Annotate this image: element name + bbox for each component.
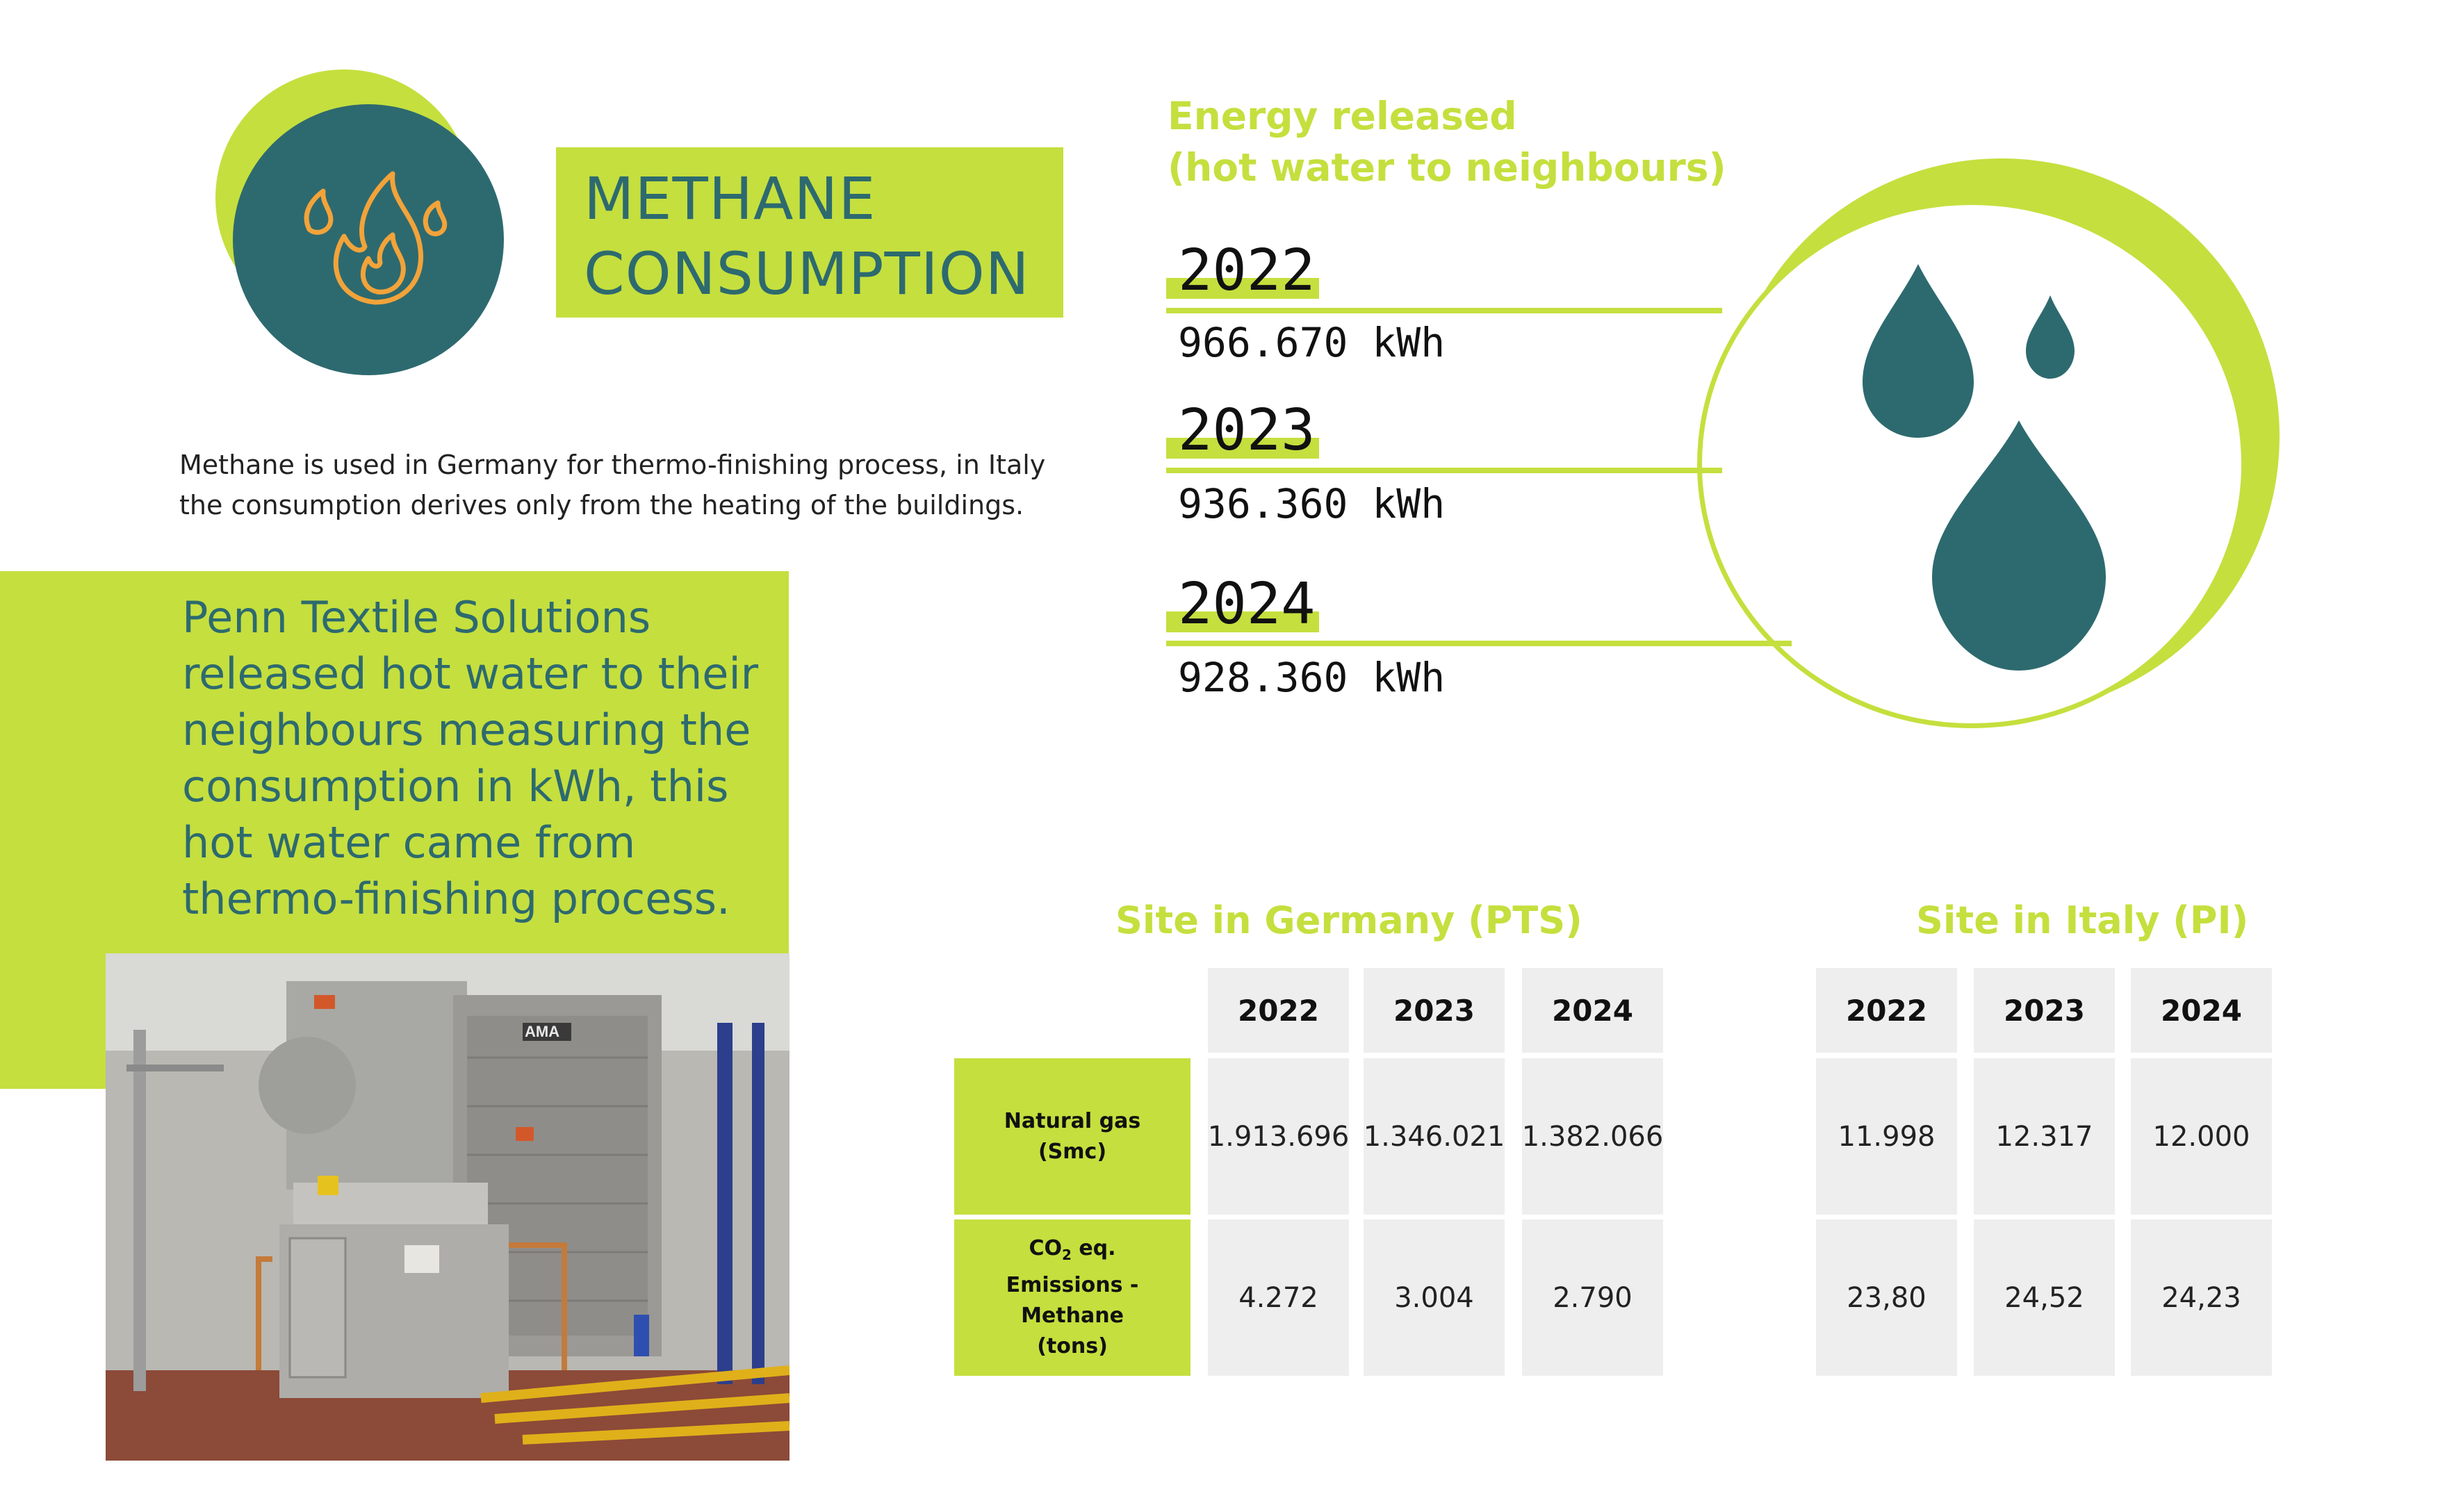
divider-2023 xyxy=(1166,468,1722,473)
germany-year-header: 2022 xyxy=(1208,968,1349,1053)
co2-label-sub: 2 xyxy=(1061,1247,1072,1263)
germany-co2-cell: 3.004 xyxy=(1364,1219,1505,1376)
italy-gas-cell: 12.000 xyxy=(2131,1058,2272,1215)
co2-label-eq: eq. xyxy=(1071,1236,1116,1260)
italy-co2-cell: 24,23 xyxy=(2131,1219,2272,1376)
co2-label-co: CO xyxy=(1029,1236,1062,1260)
germany-gas-cell: 1.913.696 xyxy=(1208,1058,1349,1215)
divider-2024 xyxy=(1166,641,1792,646)
co2-label-line-3: (tons) xyxy=(1037,1334,1108,1358)
italy-year-header: 2022 xyxy=(1816,968,1957,1053)
italy-title: Site in Italy (PI) xyxy=(1916,898,2249,942)
title-line-1: METHANE xyxy=(584,165,876,233)
germany-year-header: 2023 xyxy=(1364,968,1505,1053)
natural-gas-row-label: Natural gas (Smc) xyxy=(954,1058,1191,1215)
italy-co2-cell: 24,52 xyxy=(1974,1219,2115,1376)
title-line-2: CONSUMPTION xyxy=(584,240,1030,308)
co2-row-label: CO2 eq. Emissions - Methane (tons) xyxy=(954,1219,1191,1376)
year-highlight-2024 xyxy=(1166,611,1319,632)
machine-illustration: AMA xyxy=(106,953,790,1461)
italy-year-header: 2023 xyxy=(1974,968,2115,1053)
natural-gas-label-line-2: (Smc) xyxy=(1038,1139,1107,1164)
co2-label-line-1: CO2 eq. xyxy=(1029,1233,1115,1270)
germany-year-header: 2024 xyxy=(1522,968,1663,1053)
intro-text: Methane is used in Germany for thermo-fi… xyxy=(179,450,1046,520)
italy-co2-cell: 23,80 xyxy=(1816,1219,1957,1376)
italy-gas-cell: 11.998 xyxy=(1816,1058,1957,1215)
flame-icon xyxy=(304,171,448,305)
machine-brand-label: AMA xyxy=(525,1023,559,1040)
italy-gas-cell: 12.317 xyxy=(1974,1058,2115,1215)
germany-co2-cell: 2.790 xyxy=(1522,1219,1663,1376)
kwh-value-2024: 928.360 kWh xyxy=(1178,654,1446,701)
water-drops-icon xyxy=(1863,264,2106,671)
germany-gas-cell: 1.346.021 xyxy=(1364,1058,1505,1215)
germany-gas-cell: 1.382.066 xyxy=(1522,1058,1663,1215)
energy-title-line-2: (hot water to neighbours) xyxy=(1168,145,1726,190)
natural-gas-label-line-1: Natural gas xyxy=(1004,1108,1141,1133)
kwh-value-2023: 936.360 kWh xyxy=(1178,480,1446,527)
co2-label-line-2: Emissions - Methane xyxy=(1006,1273,1139,1328)
year-highlight-2023 xyxy=(1166,438,1319,459)
year-label-2022: 2022 xyxy=(1178,238,1316,304)
year-highlight-2022 xyxy=(1166,278,1319,299)
year-label-2023: 2023 xyxy=(1178,397,1316,463)
energy-title-line-1: Energy released xyxy=(1168,94,1517,138)
thermo-finishing-machine-photo: AMA xyxy=(106,953,790,1461)
germany-title: Site in Germany (PTS) xyxy=(1115,898,1582,942)
germany-co2-cell: 4.272 xyxy=(1208,1219,1349,1376)
kwh-value-2022: 966.670 kWh xyxy=(1178,319,1446,366)
divider-2022 xyxy=(1166,308,1722,313)
italy-year-header: 2024 xyxy=(2131,968,2272,1053)
title-box: METHANE CONSUMPTION xyxy=(556,147,1063,318)
energy-title: Energy released (hot water to neighbours… xyxy=(1168,90,1726,193)
year-label-2024: 2024 xyxy=(1178,571,1316,637)
icon-circle-teal xyxy=(233,104,504,375)
panel-text: Penn Textile Solutions released hot wate… xyxy=(182,592,759,924)
